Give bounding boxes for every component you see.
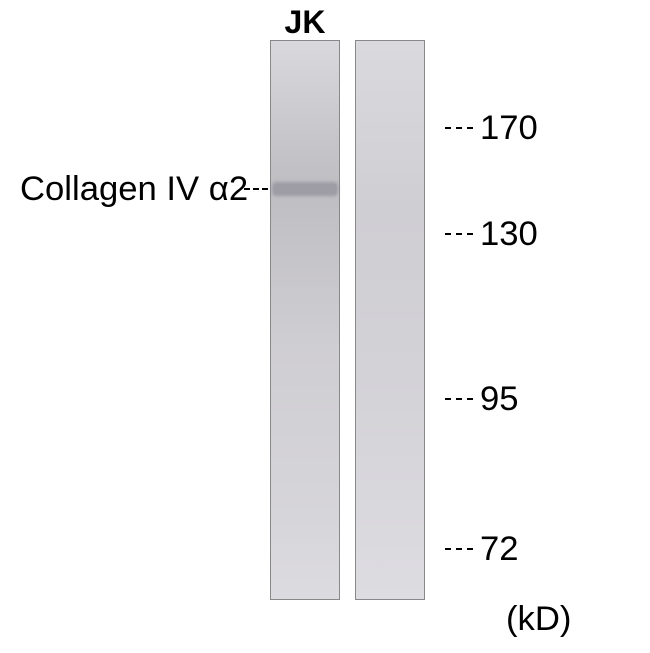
lane-jk-header: JK xyxy=(270,4,340,41)
protein-label: Collagen IV α2 xyxy=(20,170,240,209)
lane-2 xyxy=(355,40,425,600)
marker-label-130: 130 xyxy=(480,215,538,254)
protein-tick xyxy=(244,188,268,190)
marker-tick2-72 xyxy=(445,548,473,550)
marker-label-170: 170 xyxy=(480,109,538,148)
lane-jk xyxy=(270,40,340,600)
lane-jk-band-0 xyxy=(274,184,336,194)
marker-tick2-170 xyxy=(445,127,473,129)
blot-canvas: { "figure": { "type": "western-blot", "w… xyxy=(0,0,650,653)
marker-unit: (kD) xyxy=(506,600,571,639)
marker-label-72: 72 xyxy=(480,530,519,569)
marker-label-95: 95 xyxy=(480,380,519,419)
marker-tick2-95 xyxy=(445,398,473,400)
marker-tick2-130 xyxy=(445,233,473,235)
